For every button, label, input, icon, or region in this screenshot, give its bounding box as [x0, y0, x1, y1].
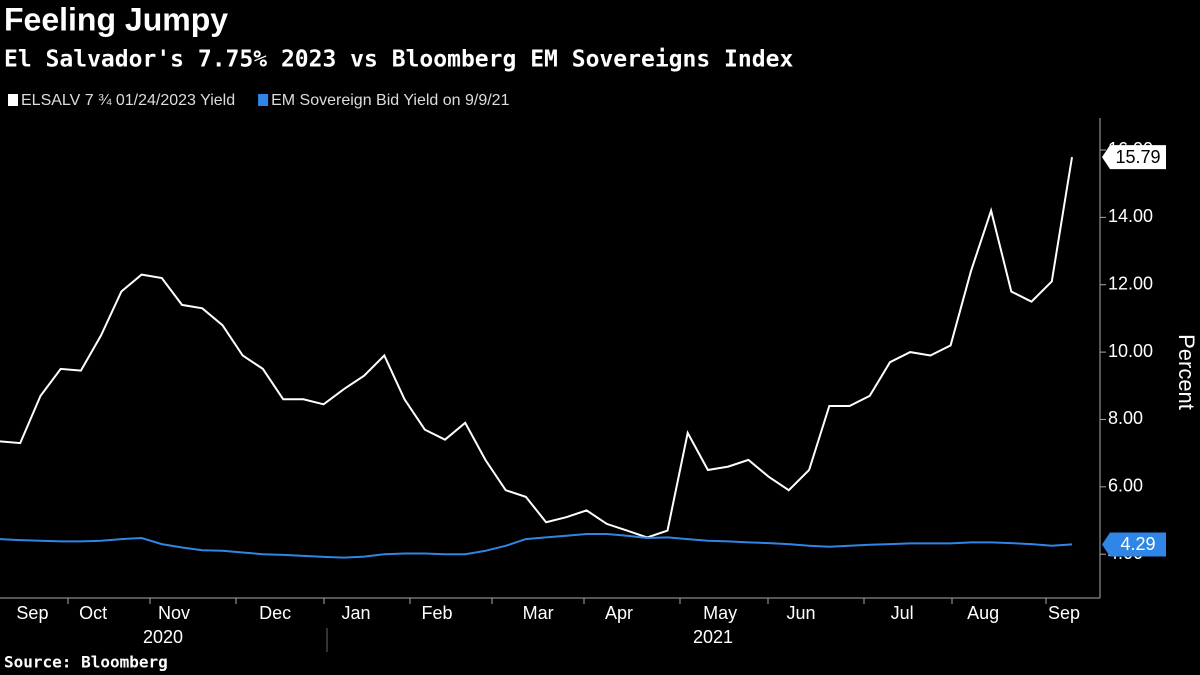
x-tick-label: Nov — [158, 603, 190, 623]
chart-subtitle: El Salvador's 7.75% 2023 vs Bloomberg EM… — [4, 47, 793, 73]
y-tick-label: 14.00 — [1108, 206, 1153, 226]
legend-label: EM Sovereign Bid Yield on 9/9/21 — [271, 92, 509, 109]
series-line — [0, 156, 1073, 539]
legend-swatch — [8, 94, 18, 106]
x-tick-label: Feb — [421, 603, 452, 623]
legend-swatch — [258, 94, 269, 106]
year-label: 2020 — [143, 627, 183, 647]
x-tick-label: Jan — [342, 603, 371, 623]
end-value-tag — [1102, 532, 1166, 557]
x-tick-label: Oct — [79, 603, 107, 623]
y-tick-label: 10.00 — [1108, 341, 1153, 361]
y-tick-label: 6.00 — [1108, 476, 1143, 496]
x-tick-label: Jul — [891, 603, 914, 623]
x-tick-label: May — [703, 603, 737, 623]
y-tick-label: 8.00 — [1108, 408, 1143, 428]
year-label: 2021 — [693, 627, 733, 647]
x-tick-label: Dec — [259, 603, 291, 623]
series-line — [0, 533, 1073, 559]
x-tick-label: Sep — [16, 603, 48, 623]
x-tick-label: Jun — [787, 603, 816, 623]
source: Source: Bloomberg — [4, 653, 168, 672]
end-value-tag — [1102, 145, 1166, 170]
y-axis-title: Percent — [1174, 334, 1199, 410]
legend-label: ELSALV 7 ¾ 01/24/2023 Yield — [21, 92, 235, 109]
x-tick-label: Aug — [967, 603, 999, 623]
y-tick-label: 12.00 — [1108, 273, 1153, 293]
x-tick-label: Sep — [1048, 603, 1080, 623]
x-tick-label: Apr — [605, 603, 633, 623]
x-tick-label: Mar — [523, 603, 554, 623]
chart-title: Feeling Jumpy — [4, 1, 228, 37]
end-value-label: 15.79 — [1115, 147, 1160, 167]
end-value-label: 4.29 — [1120, 534, 1155, 554]
